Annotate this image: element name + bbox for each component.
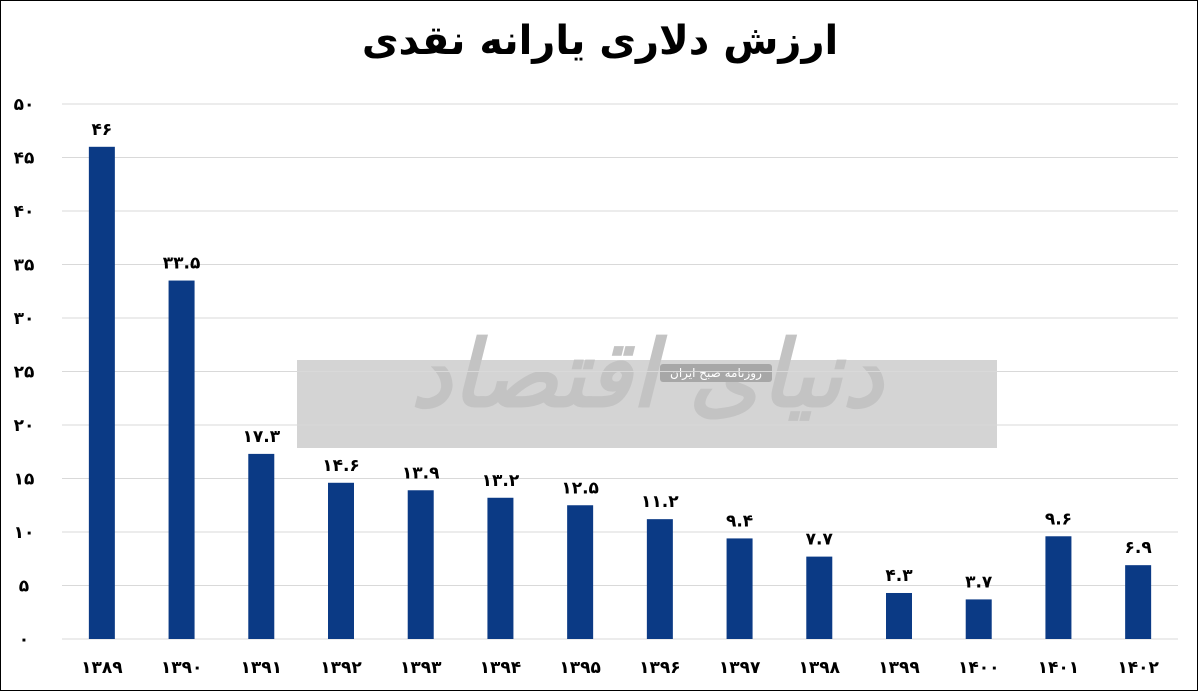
y-tick-label: ۵ <box>19 577 29 597</box>
bar <box>487 497 514 639</box>
data-labels: ۴۶ ۳۳.۵ ۱۷.۳ ۱۴.۶ ۱۳.۹ ۱۳.۲ ۱۲.۵ ۱۱.۲ ۹.۴ ۷.۷ ۴.۳ ۳… <box>91 120 1152 593</box>
y-tick-label: ۳۰ <box>14 309 35 329</box>
bar <box>806 556 833 639</box>
y-tick-label: ۴۵ <box>14 149 35 169</box>
y-tick-label: ۱۰ <box>14 523 35 543</box>
bar-value-label: ۳.۷ <box>965 572 993 592</box>
x-tick-label: ۱۴۰۰ <box>958 658 1000 678</box>
bar-value-label: ۹.۴ <box>726 511 753 531</box>
watermark-subtitle: روزنامه صبح ایران <box>660 364 772 382</box>
y-tick-label: ۲۵ <box>14 363 35 383</box>
bar-value-label: ۱۱.۲ <box>641 492 679 512</box>
bar-value-label: ۱۴.۶ <box>322 456 360 476</box>
bar <box>1045 536 1072 639</box>
bar-value-label: ۷.۷ <box>806 530 834 550</box>
bar <box>567 505 594 639</box>
bar <box>886 592 912 639</box>
x-tick-label: ۱۳۸۹ <box>81 658 123 678</box>
x-axis: ۱۳۸۹ ۱۳۹۰ ۱۳۹۱ ۱۳۹۲ ۱۳۹۳ ۱۳۹۴ ۱۳۹۵ ۱۳۹۶ ۱۳۹۷ ۱۳۹۸… <box>81 658 1159 678</box>
bar <box>965 599 992 639</box>
x-tick-label: ۱۳۹۹ <box>878 658 920 678</box>
bar <box>1125 565 1152 639</box>
bar <box>168 280 195 639</box>
x-tick-label: ۱۳۹۵ <box>559 658 601 678</box>
x-tick-label: ۱۳۹۶ <box>639 658 681 678</box>
bar <box>88 146 115 640</box>
bar <box>646 519 673 639</box>
x-tick-label: ۱۴۰۱ <box>1038 658 1080 678</box>
y-tick-label: ۲۰ <box>14 416 35 436</box>
bar-value-label: ۴۶ <box>91 120 112 140</box>
x-tick-label: ۱۳۹۳ <box>400 658 442 678</box>
bars <box>88 146 1152 640</box>
y-tick-label: ۳۵ <box>14 256 35 276</box>
bar-value-label: ۶.۹ <box>1125 538 1153 558</box>
grid-lines <box>62 103 1178 640</box>
x-tick-label: ۱۴۰۲ <box>1117 658 1159 678</box>
bar-value-label: ۱۷.۳ <box>242 427 280 447</box>
y-tick-label: ۱۵ <box>14 470 35 490</box>
bar <box>407 490 434 639</box>
bar <box>328 482 354 639</box>
y-tick-label: ۵۰ <box>14 95 35 115</box>
bar-value-label: ۱۲.۵ <box>561 478 599 498</box>
bar <box>248 453 275 639</box>
watermark: دنیای اقتصاد روزنامه صبح ایران <box>297 320 997 448</box>
x-tick-label: ۱۳۹۸ <box>799 658 841 678</box>
bar-value-label: ۹.۶ <box>1045 509 1072 529</box>
y-axis: ۰ ۵ ۱۰ ۱۵ ۲۰ ۲۵ ۳۰ ۳۵ ۴۰ ۴۵ ۵۰ <box>14 95 35 650</box>
bar-value-label: ۱۳.۹ <box>402 463 440 483</box>
watermark-logo: دنیای اقتصاد <box>410 320 884 428</box>
bar-value-label: ۳۳.۵ <box>163 254 201 274</box>
chart-title: ارزش دلاری یارانه نقدی <box>361 18 839 64</box>
y-tick-label: ۴۰ <box>14 202 35 222</box>
x-tick-label: ۱۳۹۰ <box>161 658 203 678</box>
y-tick-label: ۰ <box>19 630 29 650</box>
bar-value-label: ۴.۳ <box>885 566 913 586</box>
bar-value-label: ۱۳.۲ <box>482 471 520 491</box>
x-tick-label: ۱۳۹۴ <box>480 658 522 678</box>
x-tick-label: ۱۳۹۱ <box>241 658 283 678</box>
x-tick-label: ۱۳۹۲ <box>320 658 362 678</box>
x-tick-label: ۱۳۹۷ <box>719 658 761 678</box>
bar <box>726 538 753 639</box>
